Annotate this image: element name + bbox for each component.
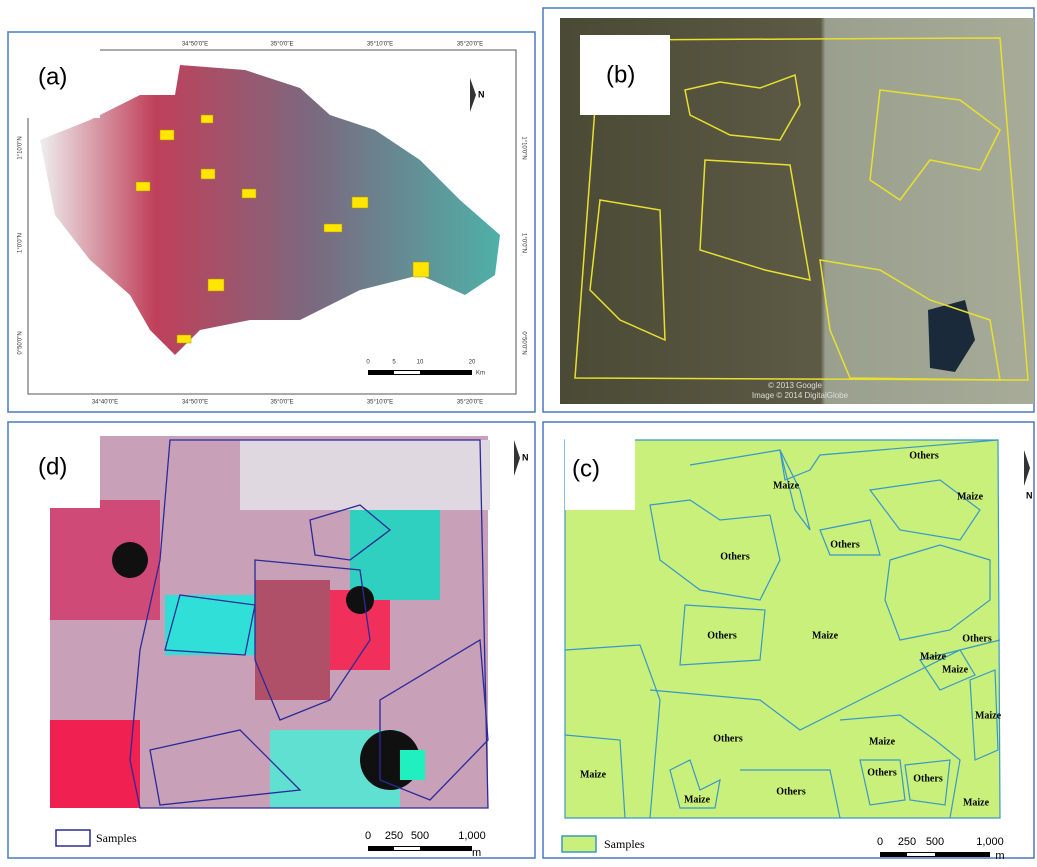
scale-label: 0 xyxy=(365,830,371,842)
panel-label: (d) xyxy=(38,453,67,480)
lon-tick: 35°20'0"E xyxy=(457,42,483,48)
lon-tick: 35°0'0"E xyxy=(270,400,293,406)
field-label: Others xyxy=(913,773,943,784)
field-label: Maize xyxy=(773,480,800,491)
lon-tick: 34°40'0"E xyxy=(92,400,118,406)
field-label: Maize xyxy=(684,794,711,805)
panel-a: (a) N 34°50'0"E 35°0'0"E 35°10'0"E 35°20… xyxy=(8,32,535,412)
legend-label: Samples xyxy=(96,831,137,845)
panel-label: (a) xyxy=(38,63,67,90)
lon-tick: 34°50'0"E xyxy=(182,400,208,406)
field-label: Others xyxy=(909,450,939,461)
lon-tick: 35°0'0"E xyxy=(270,42,293,48)
panel-label: (b) xyxy=(606,61,635,88)
credit: Image © 2014 DigitalGlobe xyxy=(752,391,849,400)
legend-swatch xyxy=(562,836,596,852)
lat-tick: 1°0'0"N xyxy=(18,233,24,253)
field-label: Others xyxy=(707,630,737,641)
scale-label: 500 xyxy=(926,836,944,848)
field-label: Others xyxy=(720,551,750,562)
panel-b: (b) © 2013 Google Image © 2014 DigitalGl… xyxy=(543,8,1034,412)
scale-unit: Km xyxy=(476,371,485,377)
north-label: N xyxy=(522,452,529,462)
field-label: Maize xyxy=(942,664,969,675)
panel-label: (c) xyxy=(572,455,600,482)
field-label: Maize xyxy=(975,710,1002,721)
field-label: Maize xyxy=(957,491,984,502)
scale-label: 10 xyxy=(417,360,424,366)
lat-tick: 1°10'0"N xyxy=(18,136,24,159)
field-label: Others xyxy=(830,539,860,550)
scale-bar xyxy=(880,852,990,857)
lon-tick: 34°50'0"E xyxy=(182,42,208,48)
field-label: Others xyxy=(776,786,806,797)
field-label: Others xyxy=(962,633,992,644)
scale-label: 500 xyxy=(411,830,429,842)
north-label: N xyxy=(478,89,485,99)
credit: © 2013 Google xyxy=(768,381,822,390)
lon-tick: 35°10'0"E xyxy=(367,400,393,406)
lat-tick: 0°50'0"N xyxy=(18,331,24,354)
north-label: N xyxy=(1026,490,1033,500)
scale-label: 250 xyxy=(385,830,403,842)
scale-label: 250 xyxy=(898,836,916,848)
scale-label: 1,000 xyxy=(458,830,486,842)
figure: (a) N 34°50'0"E 35°0'0"E 35°10'0"E 35°20… xyxy=(0,0,1037,862)
legend-swatch xyxy=(56,830,90,846)
field-label: Maize xyxy=(580,769,607,780)
field-label: Maize xyxy=(869,736,896,747)
scale-bar xyxy=(368,846,472,851)
field-label: Maize xyxy=(963,797,990,808)
field-label: Others xyxy=(713,733,743,744)
scale-unit: m xyxy=(472,847,481,859)
lat-tick: 1°0'0"N xyxy=(520,233,526,253)
lon-tick: 35°20'0"E xyxy=(457,400,483,406)
lon-tick: 35°10'0"E xyxy=(367,42,393,48)
panel-c: (c) N Samples 0 250 500 1,000 m Others Ma… xyxy=(543,422,1034,862)
scale-bar xyxy=(368,370,472,375)
scale-unit: m xyxy=(995,850,1004,862)
scale-label: 1,000 xyxy=(976,836,1004,848)
field-label: Maize xyxy=(920,651,947,662)
field-label: Maize xyxy=(812,630,839,641)
scale-label: 0 xyxy=(877,836,883,848)
legend-label: Samples xyxy=(604,837,645,851)
panel-d: (d) N Samples 0 250 500 1,000 m xyxy=(8,422,535,859)
scale-label: 20 xyxy=(469,360,476,366)
lat-tick: 1°10'0"N xyxy=(520,136,526,159)
lat-tick: 0°50'0"N xyxy=(520,331,526,354)
field-label: Others xyxy=(867,767,897,778)
